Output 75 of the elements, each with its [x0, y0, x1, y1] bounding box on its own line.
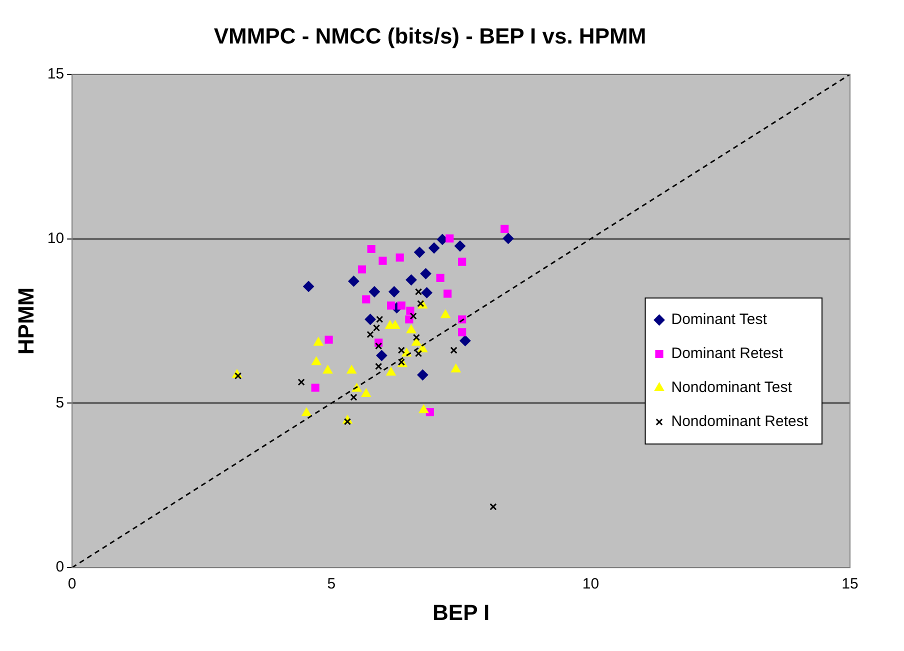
- point: [234, 372, 242, 380]
- point: [500, 224, 509, 233]
- point: [348, 276, 360, 287]
- point: [398, 346, 405, 354]
- point: [362, 295, 370, 304]
- point: [414, 288, 422, 296]
- point: [361, 388, 371, 397]
- point: [502, 232, 514, 244]
- point: [311, 384, 320, 392]
- point: [298, 378, 305, 386]
- point: [350, 394, 358, 401]
- point: [346, 365, 356, 374]
- point: [375, 342, 382, 350]
- point: [302, 408, 312, 416]
- point: [421, 287, 432, 298]
- point: [406, 324, 416, 334]
- point: [414, 350, 422, 358]
- point: [386, 367, 396, 376]
- point: [344, 418, 352, 426]
- point: [386, 302, 396, 310]
- y-axis-title: HPMM: [13, 287, 38, 355]
- point: [378, 256, 387, 265]
- point: [314, 337, 324, 346]
- point: [418, 404, 429, 414]
- point: [376, 350, 388, 362]
- point: [436, 274, 444, 282]
- legend-label: Dominant Test: [671, 311, 768, 328]
- point: [446, 234, 454, 243]
- point: [324, 336, 333, 344]
- point: [458, 258, 466, 266]
- point: [460, 335, 471, 346]
- point: [450, 346, 458, 354]
- chart-title: VMMPC - NMCC (bits/s) - BEP I vs. HPMM: [214, 23, 646, 48]
- point: [440, 310, 450, 318]
- point: [490, 503, 497, 510]
- point: [420, 268, 432, 280]
- point: [388, 286, 400, 298]
- point: [368, 286, 380, 298]
- point: [366, 330, 374, 338]
- point: [417, 300, 424, 308]
- point: [396, 254, 404, 262]
- x-axis-title: BEP I: [432, 600, 490, 625]
- point: [428, 242, 440, 254]
- point: [372, 324, 380, 332]
- legend-label: Nondominant Test: [671, 379, 793, 396]
- x-tick-label: 10: [582, 576, 600, 593]
- x-tick-label: 15: [842, 576, 858, 593]
- legend-label: Dominant Retest: [671, 345, 784, 362]
- point: [406, 274, 417, 286]
- y-tick-label: 0: [56, 558, 64, 576]
- point: [375, 362, 382, 370]
- point: [312, 356, 322, 366]
- y-tick-label: 15: [47, 66, 64, 83]
- point: [358, 265, 366, 274]
- point: [444, 290, 452, 298]
- point: [451, 364, 461, 372]
- x-tick-label: 0: [68, 576, 76, 593]
- legend-label: Nondominant Retest: [671, 413, 809, 430]
- point: [303, 280, 314, 292]
- point: [390, 320, 400, 329]
- point: [376, 316, 384, 323]
- point: [414, 246, 426, 258]
- point: [322, 365, 333, 374]
- y-tick-label: 10: [47, 230, 64, 247]
- y-tick-label: 5: [56, 394, 64, 412]
- point: [410, 312, 417, 320]
- x-tick-label: 5: [327, 576, 336, 593]
- point: [458, 328, 466, 336]
- point: [412, 334, 420, 342]
- point: [406, 306, 414, 315]
- point: [454, 240, 466, 252]
- point: [397, 302, 406, 310]
- point: [367, 244, 376, 254]
- point: [364, 314, 376, 325]
- point: [417, 369, 428, 380]
